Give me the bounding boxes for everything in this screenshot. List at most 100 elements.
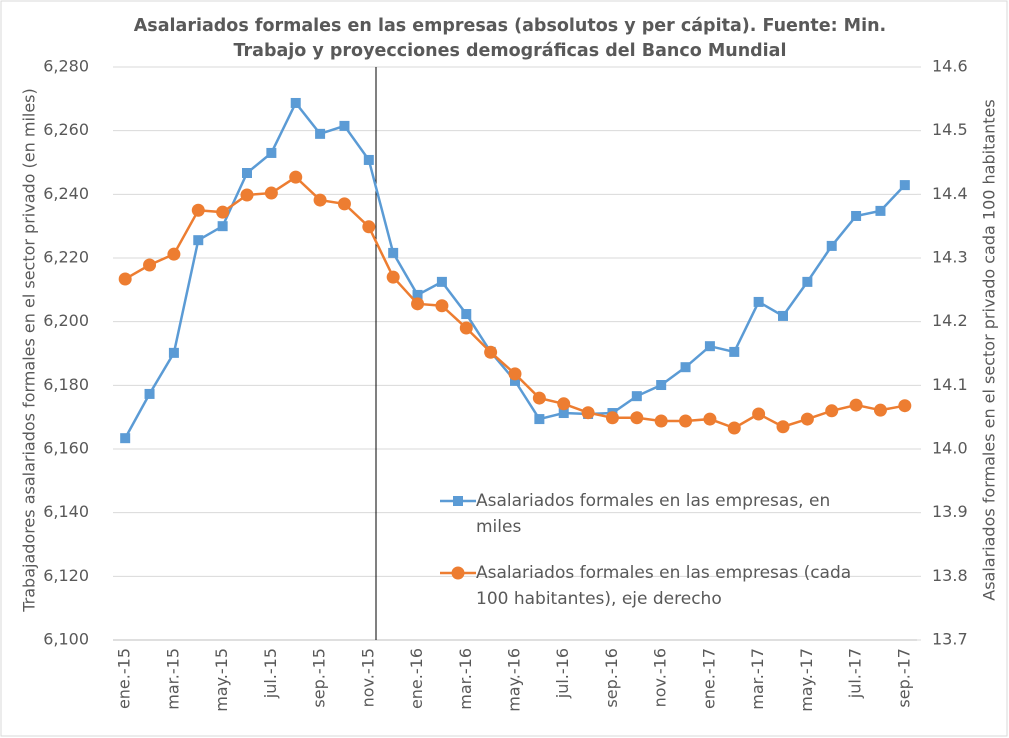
y-axis-title: Trabajadores asalariados formales en el …: [20, 88, 39, 613]
data-point: [191, 203, 205, 217]
data-point: [776, 420, 790, 434]
data-point: [264, 186, 278, 200]
data-point: [849, 398, 863, 412]
y2-tick-label: 13.9: [932, 502, 968, 521]
data-point: [581, 406, 595, 420]
y-tick-label: 6,140: [43, 502, 89, 521]
x-tick-label: may.-16: [505, 648, 524, 712]
x-tick-label: nov.-16: [651, 648, 670, 707]
data-point: [800, 412, 814, 426]
legend-marker: [451, 566, 465, 580]
x-tick-label: jul.-17: [846, 648, 865, 699]
y2-tick-label: 14.5: [932, 120, 968, 139]
y-tick-label: 6,160: [43, 439, 89, 458]
data-point: [242, 168, 252, 179]
x-tick-label: jul.-15: [261, 648, 280, 699]
data-point: [729, 346, 740, 357]
data-point: [656, 380, 667, 391]
legend-label: Asalariados formales en las empresas (ca…: [476, 563, 852, 609]
data-point: [435, 299, 449, 313]
data-point: [216, 205, 230, 219]
y-tick-label: 6,240: [43, 184, 89, 203]
data-point: [778, 310, 788, 321]
data-point: [557, 397, 571, 411]
x-tick-label: may.-17: [797, 648, 816, 712]
data-point: [704, 341, 715, 352]
data-point: [461, 309, 472, 320]
y2-tick-label: 14.6: [932, 57, 968, 76]
data-point: [630, 411, 644, 425]
y-tick-label: 6,280: [43, 57, 89, 76]
data-point: [826, 240, 837, 251]
data-point: [240, 188, 254, 202]
data-point: [510, 375, 520, 386]
data-point: [899, 180, 910, 191]
y2-tick-label: 14.4: [932, 184, 968, 203]
data-point: [339, 120, 350, 131]
data-point: [337, 197, 351, 211]
data-point: [875, 205, 886, 216]
data-point: [386, 270, 400, 284]
data-point: [120, 433, 131, 444]
chart-title: Asalariados formales en las empresas (ab…: [133, 16, 887, 61]
y2-tick-label: 14.1: [932, 375, 968, 394]
data-point: [388, 247, 399, 258]
x-tick-label: ene.-16: [407, 648, 426, 709]
data-point: [508, 367, 522, 381]
data-point: [144, 388, 155, 399]
x-tick-label: ene.-15: [115, 648, 134, 709]
x-tick-label: sep.-15: [310, 648, 329, 708]
data-point: [873, 403, 887, 417]
data-point: [412, 289, 423, 300]
y2-tick-label: 14.2: [932, 311, 968, 330]
y-tick-label: 6,100: [43, 630, 89, 649]
data-point: [680, 362, 691, 373]
data-point: [631, 391, 642, 402]
data-point: [289, 170, 303, 184]
data-point: [168, 347, 179, 358]
data-point: [193, 235, 204, 246]
data-point: [851, 210, 862, 221]
data-point: [313, 193, 327, 207]
y2-axis-title: Asalariados formales en el sector privad…: [980, 99, 999, 600]
data-point: [217, 221, 228, 232]
y-tick-label: 6,200: [43, 311, 89, 330]
data-point: [459, 321, 473, 335]
data-point: [802, 276, 813, 287]
x-tick-label: jul.-16: [553, 648, 572, 699]
data-point: [315, 128, 326, 139]
y-tick-label: 6,260: [43, 120, 89, 139]
data-point: [363, 154, 374, 165]
x-tick-label: may.-15: [212, 648, 231, 712]
x-tick-label: nov.-15: [358, 648, 377, 707]
data-point: [362, 220, 376, 234]
data-point: [411, 297, 425, 311]
y-tick-label: 6,180: [43, 375, 89, 394]
data-point: [534, 414, 545, 425]
data-point: [654, 414, 668, 428]
data-point: [558, 408, 569, 419]
data-point: [605, 411, 619, 425]
x-tick-label: mar.-15: [163, 648, 182, 710]
data-point: [703, 412, 717, 426]
legend-marker: [453, 496, 463, 506]
data-point: [484, 345, 498, 359]
data-point: [118, 272, 132, 286]
data-point: [167, 247, 181, 261]
data-point: [898, 399, 912, 413]
y2-tick-label: 13.7: [932, 630, 968, 649]
x-tick-label: mar.-17: [748, 648, 767, 710]
data-point: [266, 147, 277, 158]
data-point: [825, 404, 839, 418]
data-point: [436, 276, 447, 287]
y-tick-label: 6,220: [43, 248, 89, 267]
x-tick-label: mar.-16: [456, 648, 475, 710]
y-tick-label: 6,120: [43, 566, 89, 585]
data-point: [727, 421, 741, 435]
y2-tick-label: 14.3: [932, 248, 968, 267]
legend-label: Asalariados formales en las empresas, en…: [476, 491, 831, 537]
data-point: [752, 407, 766, 421]
data-point: [290, 97, 301, 108]
